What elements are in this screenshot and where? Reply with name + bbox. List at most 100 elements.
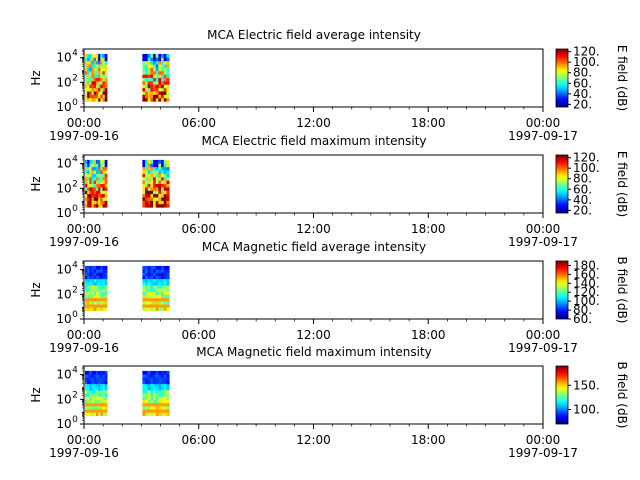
heatmap-cell	[102, 186, 106, 191]
heatmap-cell	[163, 297, 167, 302]
heatmap-cell	[145, 393, 149, 397]
heatmap-cell	[166, 173, 170, 178]
heatmap-cell	[98, 275, 101, 280]
heatmap-cell	[166, 203, 170, 208]
heatmap-cell	[142, 265, 146, 270]
heatmap-cell	[87, 383, 90, 388]
heatmap-cell	[153, 197, 157, 201]
heatmap-cell	[166, 200, 170, 205]
heatmap-cell	[142, 203, 146, 208]
heatmap-cell	[155, 405, 159, 410]
heatmap-cell	[147, 405, 151, 410]
heatmap-cell	[93, 281, 97, 286]
heatmap-cell	[163, 284, 167, 289]
heatmap-cell	[102, 176, 106, 181]
heatmap-cell	[87, 183, 90, 188]
heatmap-cell	[150, 186, 154, 191]
heatmap-cell	[145, 307, 149, 311]
heatmap-cell	[100, 180, 104, 185]
heatmap-cell	[158, 383, 162, 388]
heatmap-cell	[166, 405, 170, 410]
heatmap-cell	[95, 163, 99, 168]
heatmap-cell	[150, 180, 154, 185]
heatmap-cell	[163, 304, 167, 308]
heatmap-cell	[166, 190, 170, 195]
heatmap-cell	[98, 91, 101, 95]
heatmap-cell	[166, 377, 170, 381]
heatmap-cell	[91, 200, 95, 205]
heatmap-cell	[91, 57, 95, 62]
heatmap-cell	[150, 57, 154, 62]
heatmap-cell	[150, 70, 154, 75]
heatmap-cell	[158, 291, 162, 295]
heatmap-cell	[104, 91, 108, 95]
heatmap-cell	[142, 297, 146, 302]
heatmap-cell	[100, 70, 104, 75]
heatmap-cell	[155, 53, 159, 58]
heatmap-cell	[98, 173, 101, 178]
heatmap-cell	[95, 193, 99, 198]
heatmap-cell	[166, 269, 170, 273]
heatmap-cell	[161, 291, 165, 295]
heatmap-cell	[145, 272, 149, 276]
heatmap-cell	[95, 176, 99, 181]
heatmap-cell	[147, 190, 151, 195]
heatmap-cell	[158, 87, 162, 92]
heatmap-cell	[87, 389, 90, 394]
heatmap-cell	[95, 77, 99, 82]
heatmap-cell	[142, 380, 146, 385]
heatmap-cell	[142, 402, 146, 407]
heatmap-cell	[98, 272, 101, 276]
heatmap-cell	[166, 176, 170, 181]
heatmap-cell	[163, 170, 167, 174]
heatmap-cell	[104, 383, 108, 388]
heatmap-cell	[95, 183, 99, 188]
heatmap-cell	[161, 272, 165, 276]
heatmap-cell	[104, 84, 108, 89]
heatmap-cell	[89, 275, 93, 280]
heatmap-cell	[163, 193, 167, 198]
heatmap-cell	[145, 294, 149, 299]
heatmap-cell	[158, 275, 162, 280]
heatmap-cell	[150, 291, 154, 295]
heatmap-cell	[161, 288, 165, 292]
heatmap-cell	[163, 389, 167, 394]
heatmap-cell	[93, 190, 97, 195]
heatmap-cell	[98, 193, 101, 198]
heatmap-cell	[150, 193, 154, 198]
heatmap-cell	[100, 269, 104, 273]
heatmap	[85, 370, 170, 416]
heatmap-cell	[158, 396, 162, 400]
heatmap-cell	[145, 74, 149, 79]
heatmap-cell	[89, 386, 93, 391]
y-tick-label-base: 10	[56, 51, 71, 65]
heatmap-cell	[150, 281, 154, 286]
heatmap-cell	[87, 77, 90, 82]
heatmap-cell	[85, 272, 88, 276]
heatmap-cell	[150, 307, 154, 311]
heatmap-cell	[158, 370, 162, 375]
heatmap-cell	[85, 370, 88, 375]
heatmap-cell	[89, 265, 93, 270]
heatmap-cell	[147, 183, 151, 188]
heatmap-cell	[142, 186, 146, 191]
heatmap-cell	[104, 94, 108, 99]
heatmap-cell	[89, 183, 93, 188]
heatmap-cell	[104, 386, 108, 391]
heatmap-cell	[155, 67, 159, 72]
heatmap-cell	[158, 180, 162, 185]
heatmap-cell	[93, 159, 97, 164]
heatmap-cell	[161, 193, 165, 198]
heatmap-cell	[163, 53, 167, 58]
heatmap-cell	[161, 67, 165, 72]
heatmap-cell	[142, 173, 146, 178]
heatmap-cell	[89, 281, 93, 286]
heatmap-cell	[93, 200, 97, 205]
heatmap-cell	[158, 294, 162, 299]
heatmap-cell	[100, 278, 104, 283]
heatmap-cell	[95, 297, 99, 302]
heatmap-cell	[163, 180, 167, 185]
heatmap-cell	[89, 304, 93, 308]
heatmap-cell	[153, 60, 157, 65]
heatmap-cell	[100, 389, 104, 394]
